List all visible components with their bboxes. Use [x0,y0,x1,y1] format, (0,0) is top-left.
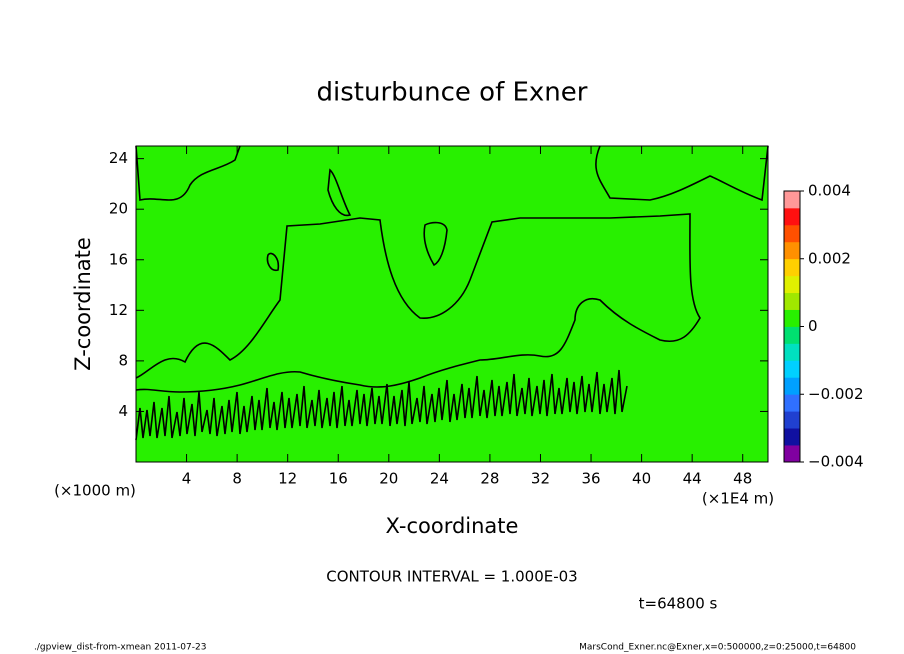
chart-title: disturbunce of Exner [317,78,588,108]
x-unit-label: (×1E4 m) [702,490,774,508]
y-tick-label: 4 [118,402,128,420]
x-tick-label: 32 [531,470,550,488]
y-axis-label: Z-coordinate [71,237,95,371]
y-tick-label: 8 [118,351,128,369]
x-tick-label: 44 [683,470,702,488]
colorbar-band [784,428,800,446]
contour-line [135,145,769,202]
time-label: t=64800 s [639,595,718,613]
colorbar-band [784,191,800,209]
contour-line [135,213,701,393]
colorbar-tick-label: 0.002 [808,249,851,267]
colorbar-band [784,411,800,429]
y-unit-label: (×1000 m) [54,482,136,500]
contour-line [266,168,448,272]
colorbar-band [784,309,800,327]
x-tick-label: 8 [232,470,242,488]
x-tick-label: 36 [581,470,600,488]
y-tick-label: 24 [109,149,128,167]
x-tick-label: 28 [480,470,499,488]
colorbar-band [784,241,800,260]
x-tick-label: 16 [329,470,348,488]
x-tick-label: 20 [379,470,398,488]
x-tick-label: 48 [733,470,752,488]
contour-lines [135,145,769,441]
x-tick-label: 40 [632,470,651,488]
y-tick-label: 12 [109,301,128,319]
footer-left: ./gpview_dist-from-xmean 2011-07-23 [34,643,206,653]
colorbar-band [784,292,800,310]
colorbar-band [784,275,800,294]
y-tick-label: 16 [109,250,128,268]
x-tick-label: 4 [182,470,192,488]
colorbar-band [784,224,800,243]
x-tick-label: 12 [278,470,297,488]
colorbar-band [784,207,800,226]
colorbar-tick-label: −0.004 [808,453,864,471]
colorbar-band [784,445,800,463]
colorbar-band [784,343,800,361]
colorbar-tick-label: 0 [808,317,818,335]
colorbar-band [784,360,800,378]
x-axis-label: X-coordinate [386,514,519,538]
contour-interval: CONTOUR INTERVAL = 1.000E-03 [326,568,577,586]
colorbar-band [784,394,800,412]
x-tick-label: 24 [430,470,449,488]
colorbar-band [784,326,800,344]
contour-line [135,369,628,441]
colorbar-tick-label: −0.002 [808,385,864,403]
colorbar-band [784,258,800,277]
colorbar-tick-label: 0.004 [808,182,851,200]
plot-frame [135,145,769,463]
footer-right: MarsCond_Exner.nc@Exner,x=0:500000,z=0:2… [579,643,856,653]
y-tick-label: 20 [109,200,128,218]
colorbar-band [784,377,800,395]
